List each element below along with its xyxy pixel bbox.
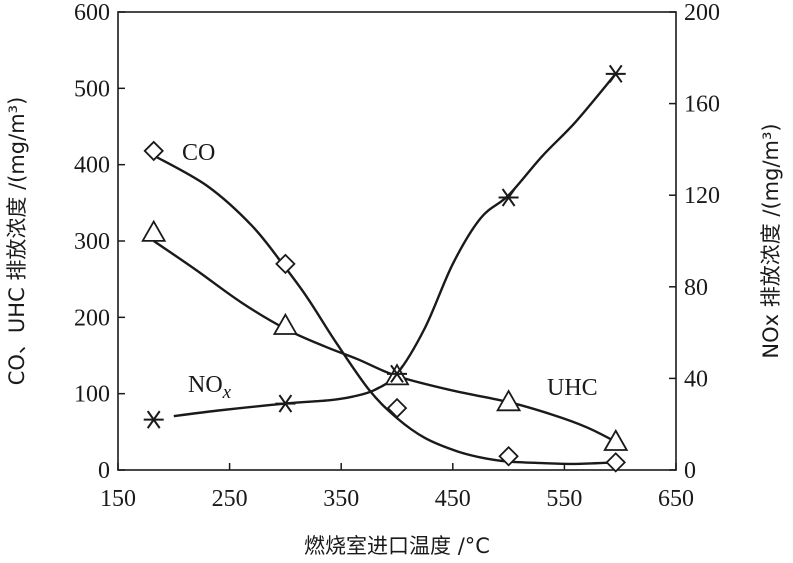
left-y-tick-label: 300 bbox=[74, 229, 110, 255]
series-label-co: CO bbox=[182, 140, 215, 166]
marker-stroke bbox=[390, 364, 404, 383]
curve-co bbox=[153, 154, 616, 466]
marker-stroke bbox=[278, 394, 293, 413]
marker-stroke bbox=[501, 188, 516, 207]
left-y-tick-label: 600 bbox=[74, 0, 110, 26]
right-y-tick-label: 160 bbox=[684, 92, 720, 118]
marker-stroke bbox=[608, 64, 623, 83]
marker-uhc bbox=[141, 219, 167, 242]
right-y-tick-label: 40 bbox=[684, 366, 708, 392]
left-y-tick-label: 400 bbox=[74, 153, 110, 179]
marker-co bbox=[386, 397, 408, 419]
x-tick-label: 350 bbox=[323, 486, 359, 512]
left-y-axis-ticks: 0 100 200 300 400 500 600 bbox=[74, 0, 125, 484]
series-label-nox-main: NO bbox=[188, 372, 223, 398]
x-tick-label: 150 bbox=[100, 486, 136, 512]
x-axis-title: 燃烧室进口温度 /°C bbox=[304, 534, 490, 558]
x-tick-label: 250 bbox=[212, 486, 248, 512]
left-y-tick-label: 0 bbox=[98, 458, 110, 484]
x-tick-label: 650 bbox=[658, 486, 694, 512]
right-y-axis-title: NOx 排放浓度 /(mg/m³) bbox=[759, 123, 783, 358]
left-y-axis-title: CO、UHC 排放浓度 /(mg/m³) bbox=[5, 97, 29, 386]
marker-uhc bbox=[272, 312, 298, 335]
marker-co bbox=[498, 445, 519, 467]
marker-co bbox=[275, 253, 296, 275]
marker-co bbox=[605, 452, 627, 473]
marker-co bbox=[143, 140, 164, 162]
right-y-tick-label: 80 bbox=[684, 275, 708, 301]
marker-nox bbox=[143, 410, 164, 429]
marker-nox bbox=[498, 188, 519, 207]
x-tick-label: 550 bbox=[546, 486, 582, 512]
x-axis-ticks: 150 250 350 450 550 650 bbox=[100, 463, 694, 512]
right-y-tick-label: 200 bbox=[684, 0, 720, 26]
series-markers bbox=[141, 64, 629, 473]
x-tick-label: 450 bbox=[435, 486, 471, 512]
marker-nox bbox=[605, 64, 626, 83]
marker-uhc bbox=[603, 428, 629, 451]
left-y-tick-label: 500 bbox=[74, 76, 110, 102]
series-label-nox-subscript: x bbox=[222, 382, 232, 403]
right-y-axis-ticks: 0 40 80 120 160 200 bbox=[669, 0, 720, 484]
series-curves bbox=[153, 73, 617, 466]
marker-nox bbox=[275, 394, 296, 413]
right-y-tick-label: 120 bbox=[684, 183, 720, 209]
right-y-tick-label: 0 bbox=[684, 458, 696, 484]
series-label-nox: NOx bbox=[188, 372, 232, 403]
left-y-tick-label: 100 bbox=[74, 382, 110, 408]
curve-nox bbox=[173, 73, 617, 418]
series-label-uhc: UHC bbox=[547, 375, 598, 401]
marker-uhc bbox=[496, 389, 522, 412]
curve-uhc bbox=[153, 240, 617, 443]
left-y-tick-label: 200 bbox=[74, 305, 110, 331]
marker-stroke bbox=[146, 410, 161, 429]
marker-nox bbox=[387, 364, 407, 383]
